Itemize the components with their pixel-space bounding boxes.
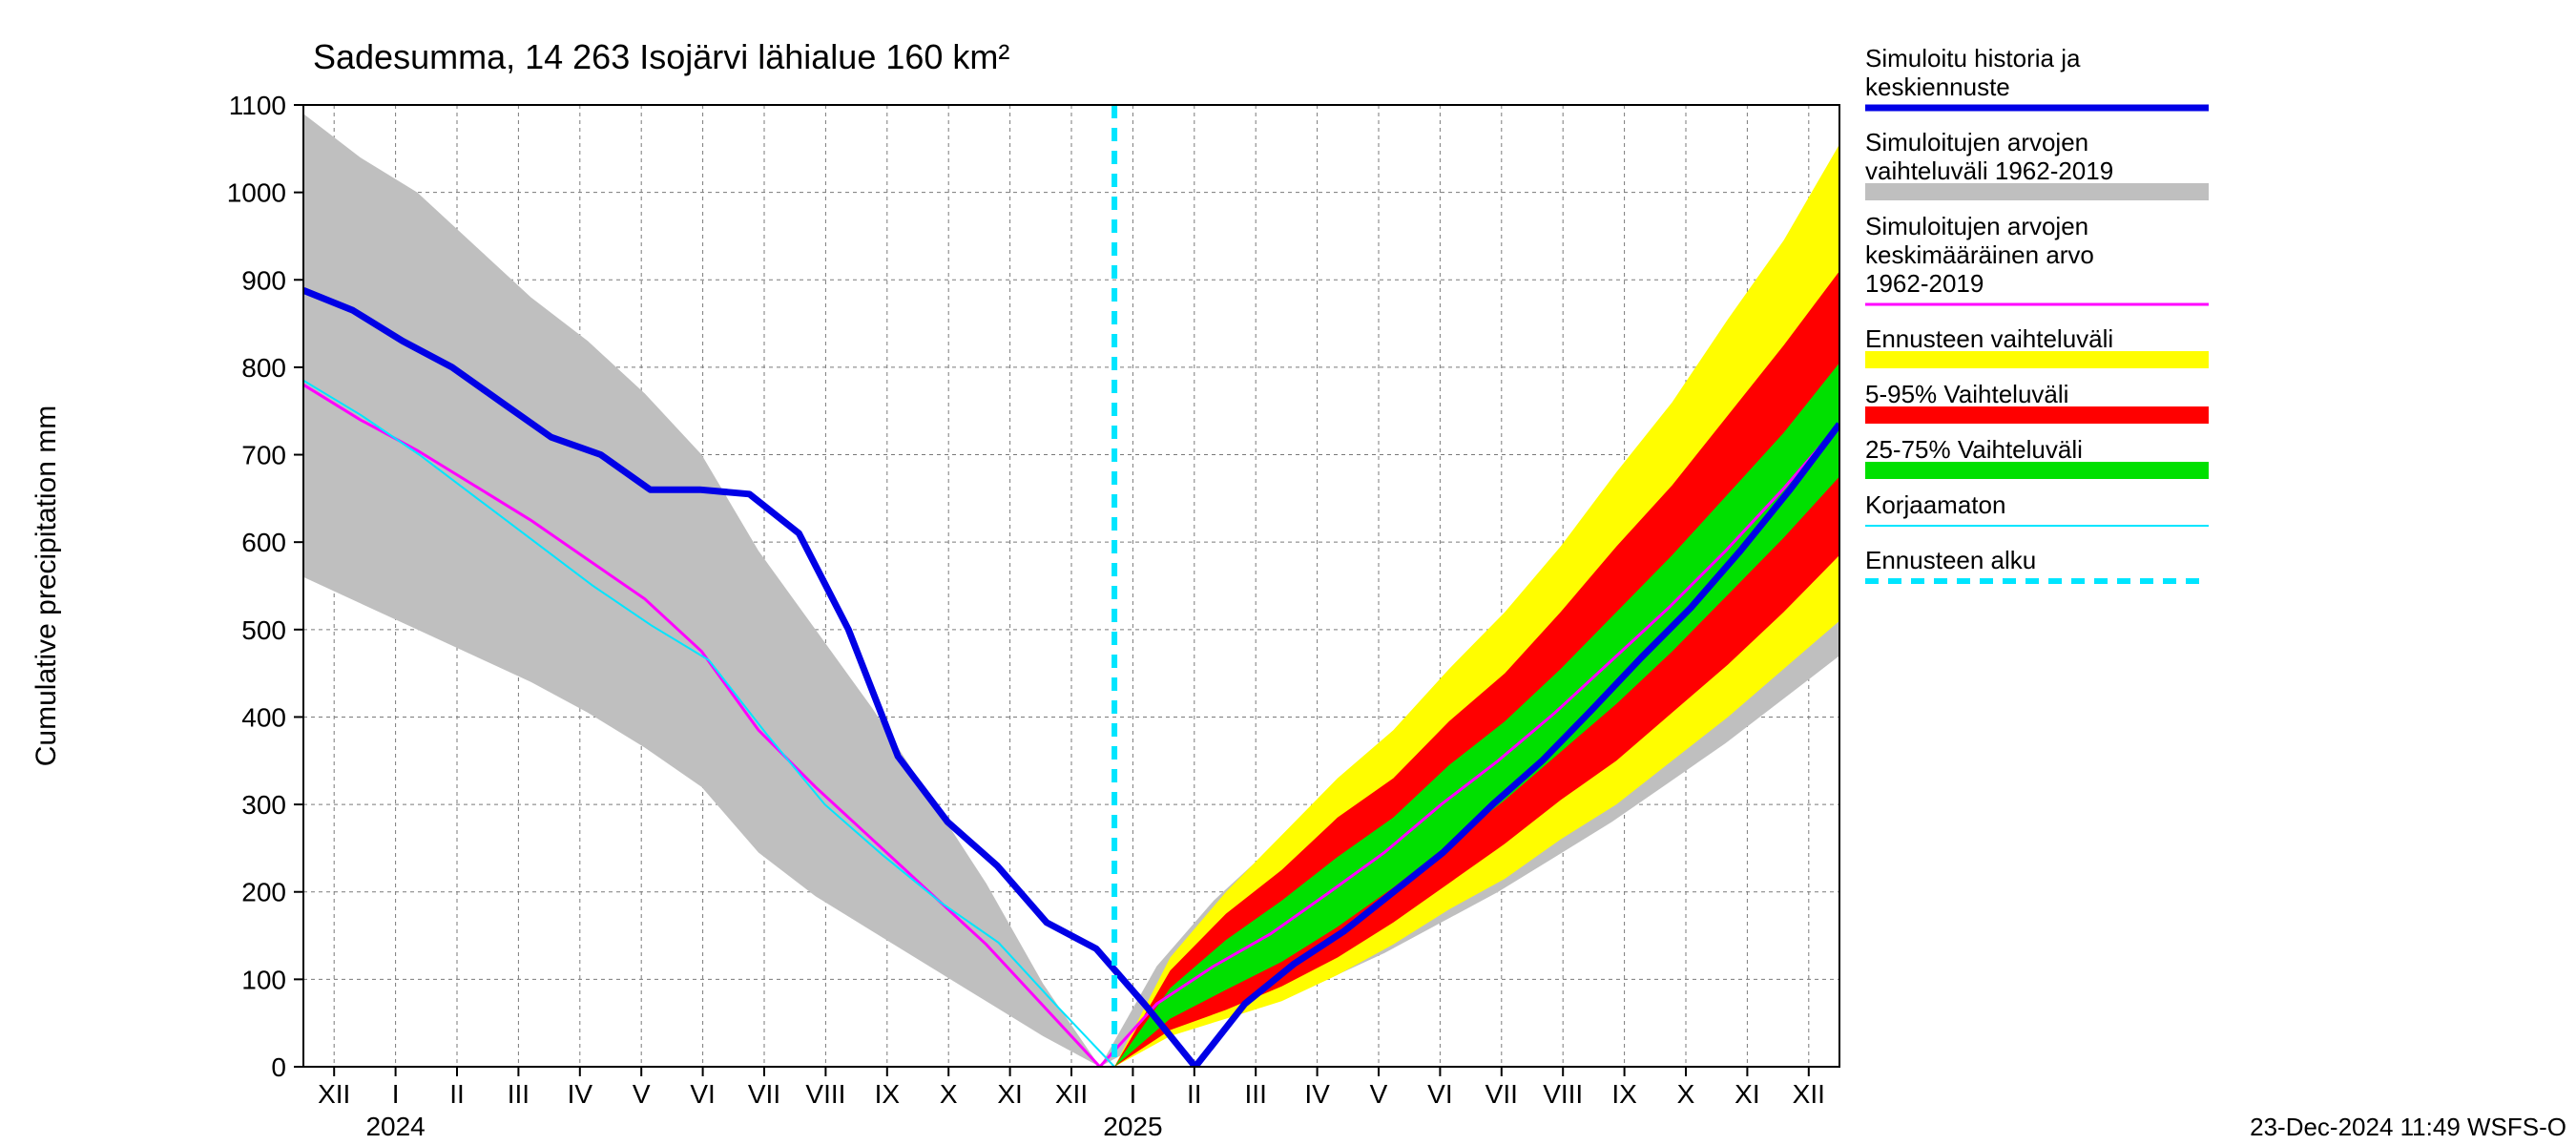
x-month-label: IV bbox=[568, 1079, 593, 1109]
x-month-label: III bbox=[1245, 1079, 1267, 1109]
x-month-label: V bbox=[633, 1079, 651, 1109]
x-month-label: VI bbox=[1427, 1079, 1452, 1109]
y-tick-label: 300 bbox=[241, 790, 286, 820]
y-tick-label: 1100 bbox=[229, 91, 286, 120]
x-month-label: I bbox=[392, 1079, 400, 1109]
x-month-label: XII bbox=[318, 1079, 350, 1109]
legend-label: 5-95% Vaihteluväli bbox=[1865, 380, 2068, 408]
precipitation-chart: 010020030040050060070080090010001100XIII… bbox=[0, 0, 2576, 1145]
x-month-label: X bbox=[1677, 1079, 1695, 1109]
x-month-label: VIII bbox=[1543, 1079, 1583, 1109]
x-month-label: III bbox=[508, 1079, 530, 1109]
x-month-label: VII bbox=[1485, 1079, 1518, 1109]
y-tick-label: 1000 bbox=[227, 178, 286, 208]
y-tick-label: 900 bbox=[241, 265, 286, 295]
x-month-label: VIII bbox=[805, 1079, 845, 1109]
y-axis-label: Cumulative precipitation mm bbox=[31, 406, 62, 766]
x-month-label: XI bbox=[1735, 1079, 1759, 1109]
legend-label: Ennusteen vaihteluväli bbox=[1865, 324, 2113, 353]
x-month-label: II bbox=[449, 1079, 465, 1109]
legend-label: Ennusteen alku bbox=[1865, 546, 2036, 574]
y-tick-label: 700 bbox=[241, 441, 286, 470]
x-month-label: IX bbox=[875, 1079, 901, 1109]
x-month-label: XII bbox=[1055, 1079, 1088, 1109]
x-month-label: XII bbox=[1793, 1079, 1825, 1109]
x-month-label: V bbox=[1370, 1079, 1388, 1109]
legend-swatch bbox=[1865, 183, 2209, 200]
legend-label: 25-75% Vaihteluväli bbox=[1865, 435, 2083, 464]
y-tick-label: 0 bbox=[271, 1052, 286, 1082]
footer-timestamp: 23-Dec-2024 11:49 WSFS-O bbox=[2250, 1113, 2566, 1141]
y-tick-label: 200 bbox=[241, 878, 286, 907]
legend-label: Simuloitujen arvojen bbox=[1865, 128, 2088, 156]
y-tick-label: 400 bbox=[241, 702, 286, 732]
x-month-label: I bbox=[1130, 1079, 1137, 1109]
x-month-label: IX bbox=[1611, 1079, 1637, 1109]
legend-label: 1962-2019 bbox=[1865, 269, 1984, 298]
x-month-label: XI bbox=[997, 1079, 1022, 1109]
x-year-label: 2025 bbox=[1103, 1112, 1162, 1141]
y-tick-label: 500 bbox=[241, 615, 286, 645]
legend-label: Korjaamaton bbox=[1865, 490, 2005, 519]
legend-label: vaihteluväli 1962-2019 bbox=[1865, 156, 2113, 185]
y-tick-label: 600 bbox=[241, 528, 286, 557]
legend-swatch bbox=[1865, 462, 2209, 479]
y-tick-label: 800 bbox=[241, 353, 286, 383]
x-year-label: 2024 bbox=[365, 1112, 425, 1141]
x-month-label: X bbox=[940, 1079, 958, 1109]
legend-label: Simuloitu historia ja bbox=[1865, 44, 2081, 73]
x-month-label: VII bbox=[748, 1079, 780, 1109]
chart-title: Sadesumma, 14 263 Isojärvi lähialue 160 … bbox=[313, 37, 1009, 76]
legend-label: Simuloitujen arvojen bbox=[1865, 212, 2088, 240]
y-tick-label: 100 bbox=[241, 965, 286, 994]
legend-swatch bbox=[1865, 406, 2209, 424]
x-month-label: VI bbox=[690, 1079, 715, 1109]
legend-label: keskimääräinen arvo bbox=[1865, 240, 2094, 269]
legend-label: keskiennuste bbox=[1865, 73, 2010, 101]
x-month-label: II bbox=[1187, 1079, 1202, 1109]
legend-swatch bbox=[1865, 351, 2209, 368]
x-month-label: IV bbox=[1304, 1079, 1330, 1109]
